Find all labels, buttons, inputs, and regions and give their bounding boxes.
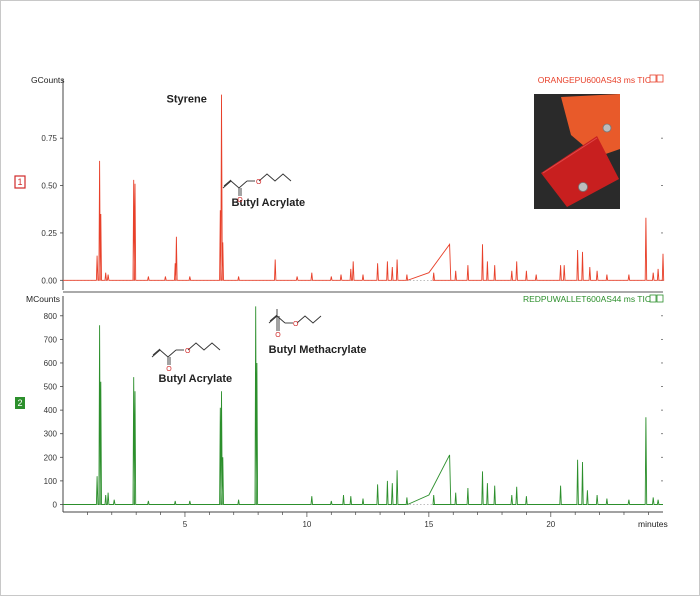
y-tick-label: 600 bbox=[44, 359, 58, 368]
oxygen-atom-label: O bbox=[293, 321, 299, 328]
y-tick-label: 800 bbox=[44, 312, 58, 321]
tic-trace-line bbox=[63, 306, 663, 504]
panel-1-number: 1 bbox=[17, 177, 22, 187]
x-tick-label: 20 bbox=[546, 520, 555, 529]
y-tick-label: 700 bbox=[44, 335, 58, 344]
oxygen-atom-label: O bbox=[185, 348, 191, 355]
peak-annotation: Butyl Acrylate bbox=[159, 373, 233, 385]
y-tick-label: 0.25 bbox=[41, 229, 57, 238]
panel-2-ylabel: MCounts bbox=[26, 294, 60, 304]
panel-2-trace-title: REDPUWALLET600AS44 ms TIC bbox=[523, 294, 651, 304]
x-tick-label: 15 bbox=[424, 520, 433, 529]
y-tick-label: 300 bbox=[44, 430, 58, 439]
trace-export-icon[interactable] bbox=[657, 75, 663, 82]
x-axis-label: minutes bbox=[638, 519, 668, 529]
y-tick-label: 400 bbox=[44, 406, 58, 415]
wallet-photo bbox=[534, 94, 620, 209]
panel-1-ylabel: GCounts bbox=[31, 75, 65, 85]
panel-2: MCounts REDPUWALLET600AS44 ms TIC 2 0 100… bbox=[15, 294, 668, 529]
oxygen-atom-label: O bbox=[237, 197, 243, 204]
snap-button-icon bbox=[579, 183, 588, 192]
y-tick-label: 0.50 bbox=[41, 182, 57, 191]
x-tick-label: 5 bbox=[183, 520, 188, 529]
y-tick-label: 100 bbox=[44, 477, 58, 486]
oxygen-atom-label: O bbox=[166, 366, 172, 373]
y-tick-label: 200 bbox=[44, 453, 58, 462]
panel-2-trace bbox=[63, 306, 663, 504]
y-tick-label: 0.00 bbox=[41, 276, 57, 285]
panel-1-trace-title: ORANGEPU600AS43 ms TIC bbox=[538, 75, 651, 85]
y-tick-label: 0.75 bbox=[41, 134, 57, 143]
snap-button-icon bbox=[603, 124, 611, 132]
y-tick-label: 500 bbox=[44, 383, 58, 392]
peak-annotation: Butyl Methacrylate bbox=[269, 344, 367, 356]
oxygen-atom-label: O bbox=[275, 332, 281, 339]
panel-2-number: 2 bbox=[17, 398, 22, 408]
peak-annotation: Styrene bbox=[167, 94, 207, 106]
x-tick-label: 10 bbox=[302, 520, 311, 529]
y-tick-label: 0 bbox=[53, 500, 58, 509]
trace-export-icon[interactable] bbox=[657, 295, 663, 302]
oxygen-atom-label: O bbox=[256, 179, 262, 186]
panel-2-axes: 0 100 200 300 400 500 600 700 800 5 10 15 20 bbox=[44, 296, 663, 529]
